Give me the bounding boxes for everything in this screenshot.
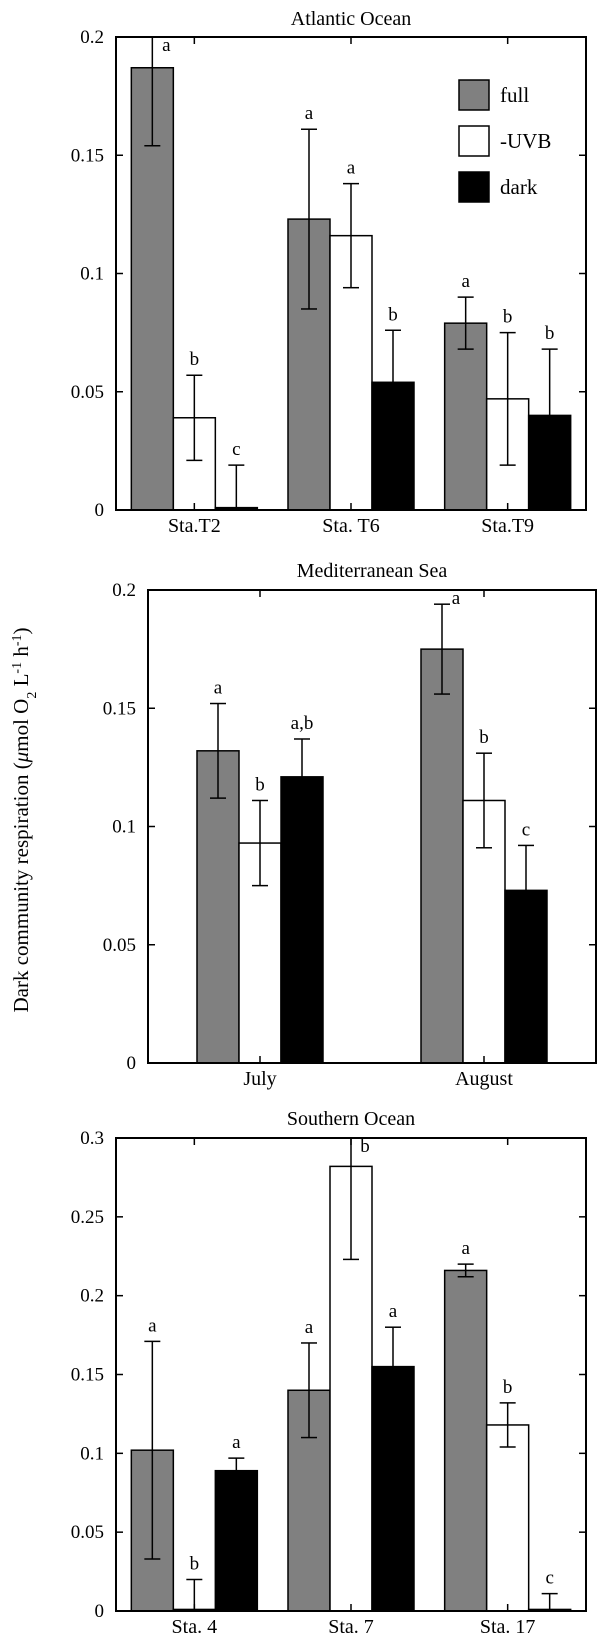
significance-letter: a: [148, 1315, 157, 1336]
bar: [443, 1269, 488, 1612]
significance-letter: a: [461, 271, 470, 292]
y-axis-label: Dark community respiration (μmol O2 L-1 …: [9, 628, 40, 1013]
chart-title: Atlantic Ocean: [291, 8, 412, 30]
y-tick-label: 0.25: [71, 1207, 104, 1228]
significance-letter: b: [360, 1136, 370, 1157]
legend-swatch: [458, 171, 490, 203]
significance-letter: a: [305, 1317, 314, 1338]
significance-letter: a,b: [291, 713, 314, 734]
x-tick-label: Sta. 7: [328, 1616, 374, 1637]
significance-letter: b: [503, 307, 513, 328]
chart-title: Mediterranean Sea: [297, 560, 448, 582]
y-tick-label: 0.15: [71, 145, 104, 166]
x-tick-label: Sta. 4: [172, 1616, 218, 1637]
significance-letter: c: [232, 439, 240, 460]
plot-frame: [147, 589, 597, 1064]
x-tick-label: Sta.T9: [481, 515, 534, 537]
bar: [371, 1365, 415, 1612]
significance-letter: c: [522, 819, 530, 840]
y-tick-label: 0.1: [112, 817, 136, 838]
significance-letter: a: [214, 678, 223, 699]
significance-letter: b: [503, 1377, 513, 1398]
significance-letter: a: [232, 1432, 241, 1453]
significance-letter: a: [389, 1301, 398, 1322]
bar: [214, 1469, 259, 1612]
significance-letter: b: [255, 774, 265, 795]
legend-swatch: [458, 79, 490, 111]
significance-letter: a: [452, 588, 461, 609]
significance-letter: a: [461, 1238, 470, 1259]
x-tick-label: Sta. T6: [322, 515, 379, 537]
significance-letter: a: [347, 158, 356, 179]
significance-letter: a: [305, 103, 314, 124]
legend-swatch: [458, 125, 490, 157]
significance-letter: b: [190, 349, 200, 370]
legend-label: -UVB: [500, 129, 551, 153]
y-tick-label: 0.05: [71, 1522, 104, 1543]
bar: [420, 648, 464, 1064]
significance-letter: b: [545, 323, 555, 344]
bar: [196, 750, 240, 1064]
legend-label: dark: [500, 175, 538, 199]
x-tick-label: Sta. 17: [480, 1616, 536, 1637]
chart-title: Southern Ocean: [287, 1108, 415, 1130]
y-tick-label: 0: [95, 1601, 105, 1622]
y-tick-label: 0.05: [103, 935, 136, 956]
plot-frame: [115, 1137, 587, 1612]
plot-frame: [115, 36, 587, 511]
significance-letter: b: [479, 727, 489, 748]
bar: [443, 322, 488, 511]
significance-letter: c: [545, 1568, 553, 1589]
x-tick-label: July: [243, 1068, 276, 1090]
legend-label: full: [500, 83, 529, 107]
legend: full -UVB dark: [458, 79, 551, 203]
significance-letter: a: [162, 35, 171, 56]
bar: [280, 776, 324, 1064]
y-tick-label: 0.05: [71, 382, 104, 403]
y-tick-label: 0.3: [80, 1128, 104, 1149]
x-tick-label: Sta.T2: [168, 515, 221, 537]
bar: [485, 1424, 530, 1612]
y-tick-label: 0: [95, 500, 105, 521]
significance-letter: b: [190, 1553, 200, 1574]
y-tick-label: 0.1: [80, 1443, 104, 1464]
chart-panel-2: Mediterranean Seaaba,bJulyabcAugust00.05…: [103, 560, 597, 1090]
y-tick-label: 0.15: [103, 698, 136, 719]
y-tick-label: 0.2: [80, 1286, 104, 1307]
significance-letter: b: [388, 304, 398, 325]
y-tick-label: 0.1: [80, 264, 104, 285]
chart-panel-1: Atlantic Ocean a b c Sta.T2 a a b Sta. T6 a b b Sta.…: [71, 8, 587, 537]
x-tick-label: August: [455, 1068, 513, 1090]
y-tick-label: 0.2: [80, 27, 104, 48]
y-tick-label: 0: [127, 1053, 137, 1074]
y-tick-label: 0.2: [112, 580, 136, 601]
y-tick-label: 0.15: [71, 1365, 104, 1386]
chart-panel-3: Southern Ocean a b a Sta. 4 a b a Sta. 7 a b c Sta. …: [71, 1108, 587, 1637]
